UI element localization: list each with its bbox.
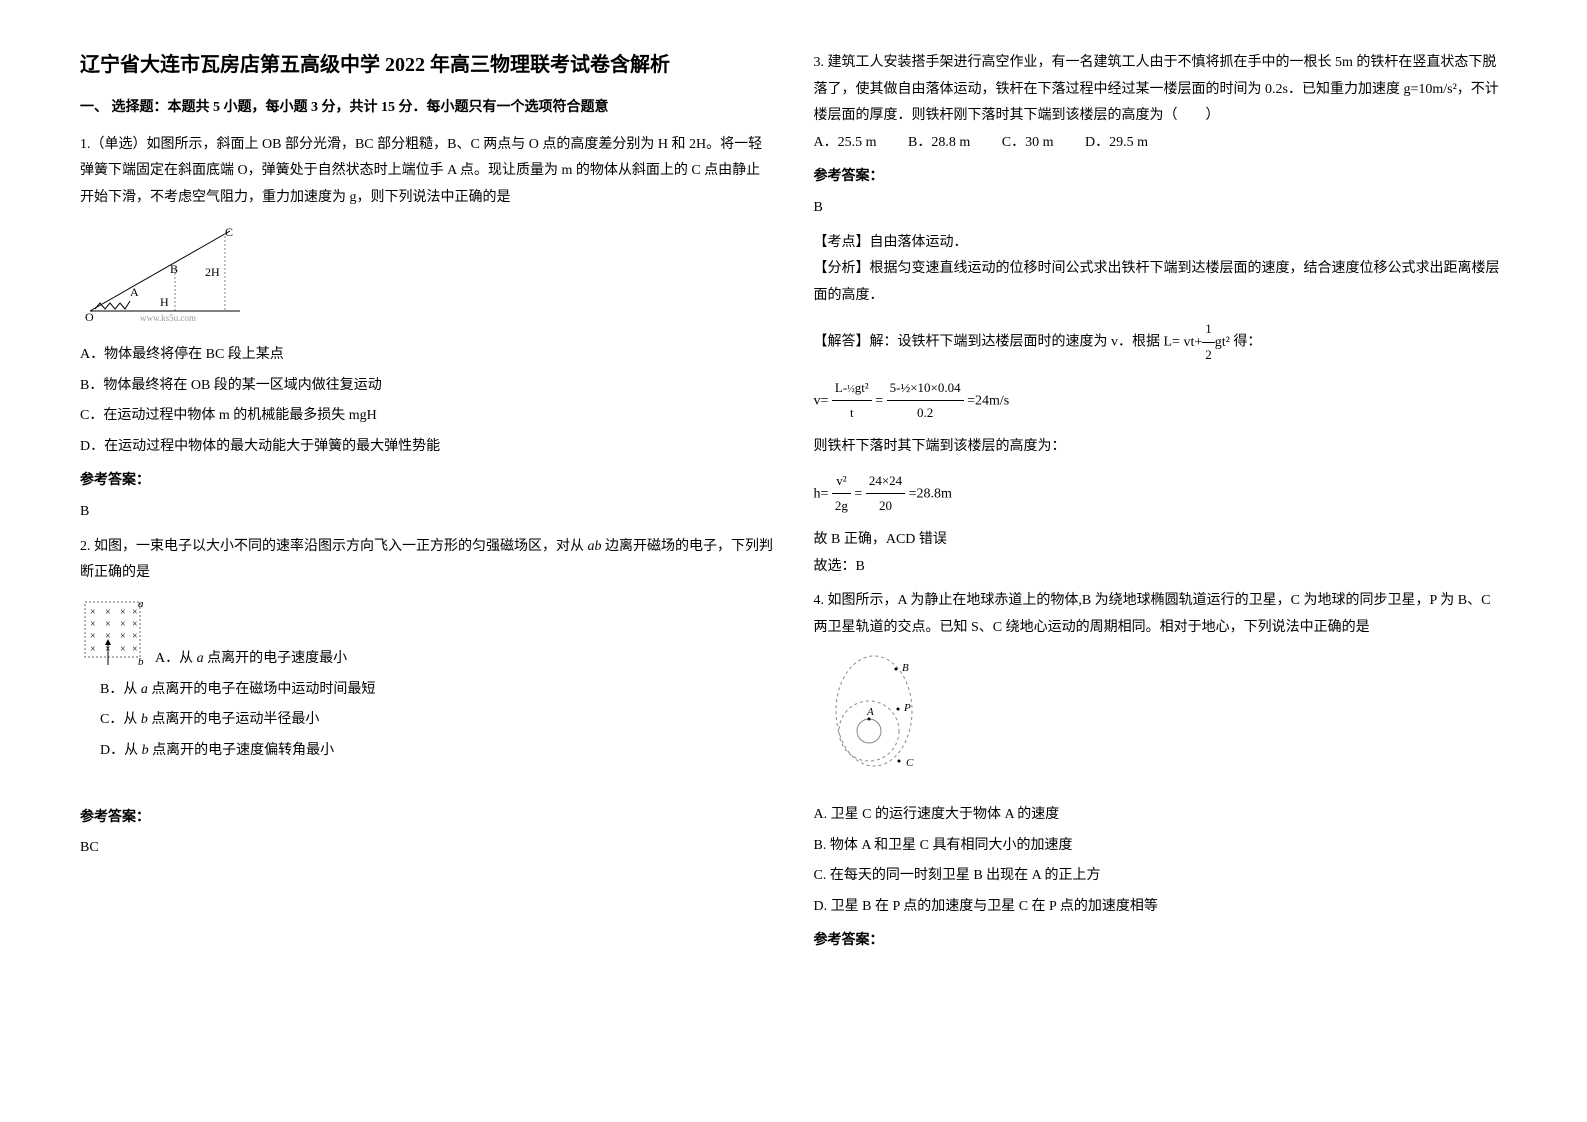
question-3: 3. 建筑工人安装搭手架进行高空作业，有一名建筑工人由于不慎将抓在手中的一根长 … [814,50,1508,580]
q3-text-mid: 则铁杆下落时其下端到该楼层的高度为： [814,434,1508,461]
svg-text:2H: 2H [205,265,220,279]
svg-text:×: × [132,607,138,618]
svg-text:b: b [138,656,144,667]
q1-answer-label: 参考答案： [80,468,774,495]
svg-text:P: P [903,702,911,714]
q3-point: 【考点】自由落体运动． [814,230,1508,257]
svg-text:C: C [906,757,914,769]
q2-optB: B．从 a 点离开的电子在磁场中运动时间最短 [100,677,774,704]
q1-optC: C．在运动过程中物体 m 的机械能最多损失 mgH [80,403,774,430]
q3-stem: 3. 建筑工人安装搭手架进行高空作业，有一名建筑工人由于不慎将抓在手中的一根长 … [814,50,1508,130]
q3-options: A．25.5 m B．28.8 m C．30 m D．29.5 m [814,130,1508,157]
q4-diagram: A B P C [814,651,944,781]
q2-diagram: a b ×××× ×××× ×××× ×××× [80,597,150,667]
q3-solve-line1: 【解答】解：设铁杆下端到达楼层面时的速度为 v．根据 L= vt+12gt² 得… [814,317,1508,367]
question-1: 1.（单选）如图所示，斜面上 OB 部分光滑，BC 部分粗糙，B、C 两点与 O… [80,132,774,526]
q4-optD: D. 卫星 B 在 P 点的加速度与卫星 C 在 P 点的加速度相等 [814,894,1508,921]
svg-text:C: C [225,225,233,239]
q3-answer-label: 参考答案： [814,164,1508,191]
svg-text:×: × [90,631,96,642]
q3-formula3: h= v² 2g = 24×24 20 =28.8m [814,469,1508,519]
q4-optB: B. 物体 A 和卫星 C 具有相同大小的加速度 [814,833,1508,860]
svg-text:×: × [132,631,138,642]
question-4: 4. 如图所示，A 为静止在地球赤道上的物体,B 为绕地球椭圆轨道运行的卫星，C… [814,588,1508,955]
svg-text:a: a [138,598,144,610]
q2-optD: D．从 b 点离开的电子速度偏转角最小 [100,738,774,765]
svg-text:×: × [105,607,111,618]
q3-conclusion2: 故选：B [814,554,1508,581]
svg-text:B: B [170,262,178,276]
q1-answer: B [80,499,774,526]
svg-text:O: O [85,310,94,321]
q4-stem: 4. 如图所示，A 为静止在地球赤道上的物体,B 为绕地球椭圆轨道运行的卫星，C… [814,588,1508,641]
svg-text:A: A [866,706,874,718]
q1-diagram: O A B C H 2H www.ks5u.com [80,221,250,321]
q1-optB: B．物体最终将在 OB 段的某一区域内做往复运动 [80,373,774,400]
q2-optC: C．从 b 点离开的电子运动半径最小 [100,707,774,734]
exam-title: 辽宁省大连市瓦房店第五高级中学 2022 年高三物理联考试卷含解析 [80,50,774,80]
q4-answer-label: 参考答案： [814,928,1508,955]
left-column: 辽宁省大连市瓦房店第五高级中学 2022 年高三物理联考试卷含解析 一、 选择题… [60,50,794,1072]
q2-answer: BC [80,835,774,862]
svg-text:×: × [90,607,96,618]
svg-text:×: × [90,644,96,655]
section1-header: 一、 选择题：本题共 5 小题，每小题 3 分，共计 15 分．每小题只有一个选… [80,95,774,122]
q3-answer: B [814,195,1508,222]
q2-answer-label: 参考答案： [80,805,774,832]
svg-text:×: × [132,619,138,630]
q3-conclusion1: 故 B 正确，ACD 错误 [814,527,1508,554]
svg-text:×: × [120,631,126,642]
q2-optA: A．从 a 点离开的电子速度最小 [155,646,347,673]
q3-analysis: 【分析】根据匀变速直线运动的位移时间公式求出铁杆下端到达楼层面的速度，结合速度位… [814,256,1508,309]
q4-optC: C. 在每天的同一时刻卫星 B 出现在 A 的正上方 [814,863,1508,890]
svg-text:www.ks5u.com: www.ks5u.com [140,313,196,321]
svg-text:×: × [120,619,126,630]
svg-text:×: × [132,644,138,655]
svg-text:A: A [130,285,139,299]
svg-text:×: × [120,607,126,618]
question-2: 2. 如图，一束电子以大小不同的速率沿图示方向飞入一正方形的匀强磁场区，对从 a… [80,534,774,862]
right-column: 3. 建筑工人安装搭手架进行高空作业，有一名建筑工人由于不慎将抓在手中的一根长 … [794,50,1528,1072]
q1-optA: A．物体最终将停在 BC 段上某点 [80,342,774,369]
svg-text:×: × [105,619,111,630]
q2-stem: 2. 如图，一束电子以大小不同的速率沿图示方向飞入一正方形的匀强磁场区，对从 a… [80,534,774,587]
q1-optD: D．在运动过程中物体的最大动能大于弹簧的最大弹性势能 [80,434,774,461]
svg-text:×: × [90,619,96,630]
svg-text:×: × [120,644,126,655]
q3-formula2: v= L-½gt² t = 5-½×10×0.04 0.2 =24m/s [814,376,1508,426]
svg-text:H: H [160,295,169,309]
svg-text:B: B [902,662,909,674]
q1-stem: 1.（单选）如图所示，斜面上 OB 部分光滑，BC 部分粗糙，B、C 两点与 O… [80,132,774,212]
q4-optA: A. 卫星 C 的运行速度大于物体 A 的速度 [814,802,1508,829]
